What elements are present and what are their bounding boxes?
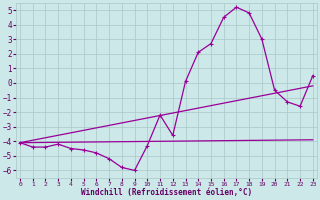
X-axis label: Windchill (Refroidissement éolien,°C): Windchill (Refroidissement éolien,°C) [81,188,252,197]
